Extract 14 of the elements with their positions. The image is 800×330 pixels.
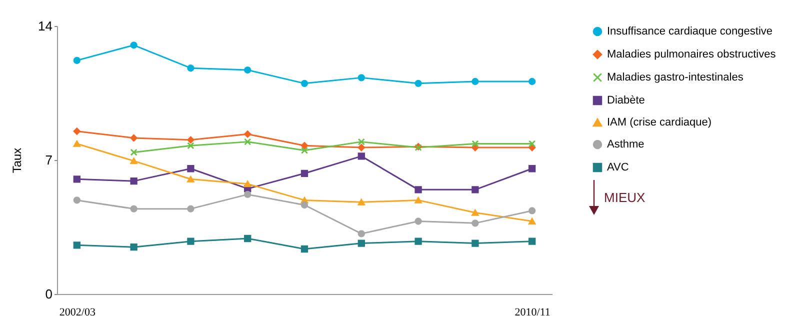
text: MIEUX bbox=[604, 190, 646, 205]
legend-label: Diabète bbox=[607, 94, 645, 106]
legend-label: Maladies gastro-intestinales bbox=[607, 72, 744, 84]
legend-label: Insuffisance cardiaque congestive bbox=[607, 26, 773, 38]
y-tick-label: 7 bbox=[45, 152, 52, 168]
y-tick-label: 0 bbox=[45, 286, 52, 302]
legend-label: AVC bbox=[607, 162, 629, 174]
x-tick-label: 2010/11 bbox=[514, 306, 550, 318]
x-tick-label: 2002/03 bbox=[59, 306, 96, 318]
legend-label: Maladies pulmonaires obstructives bbox=[607, 48, 776, 60]
legend-label: IAM (crise cardiaque) bbox=[607, 116, 712, 128]
y-tick-label: 14 bbox=[38, 18, 52, 34]
legend-label: Asthme bbox=[607, 138, 644, 150]
y-axis-title: Taux bbox=[10, 148, 24, 174]
